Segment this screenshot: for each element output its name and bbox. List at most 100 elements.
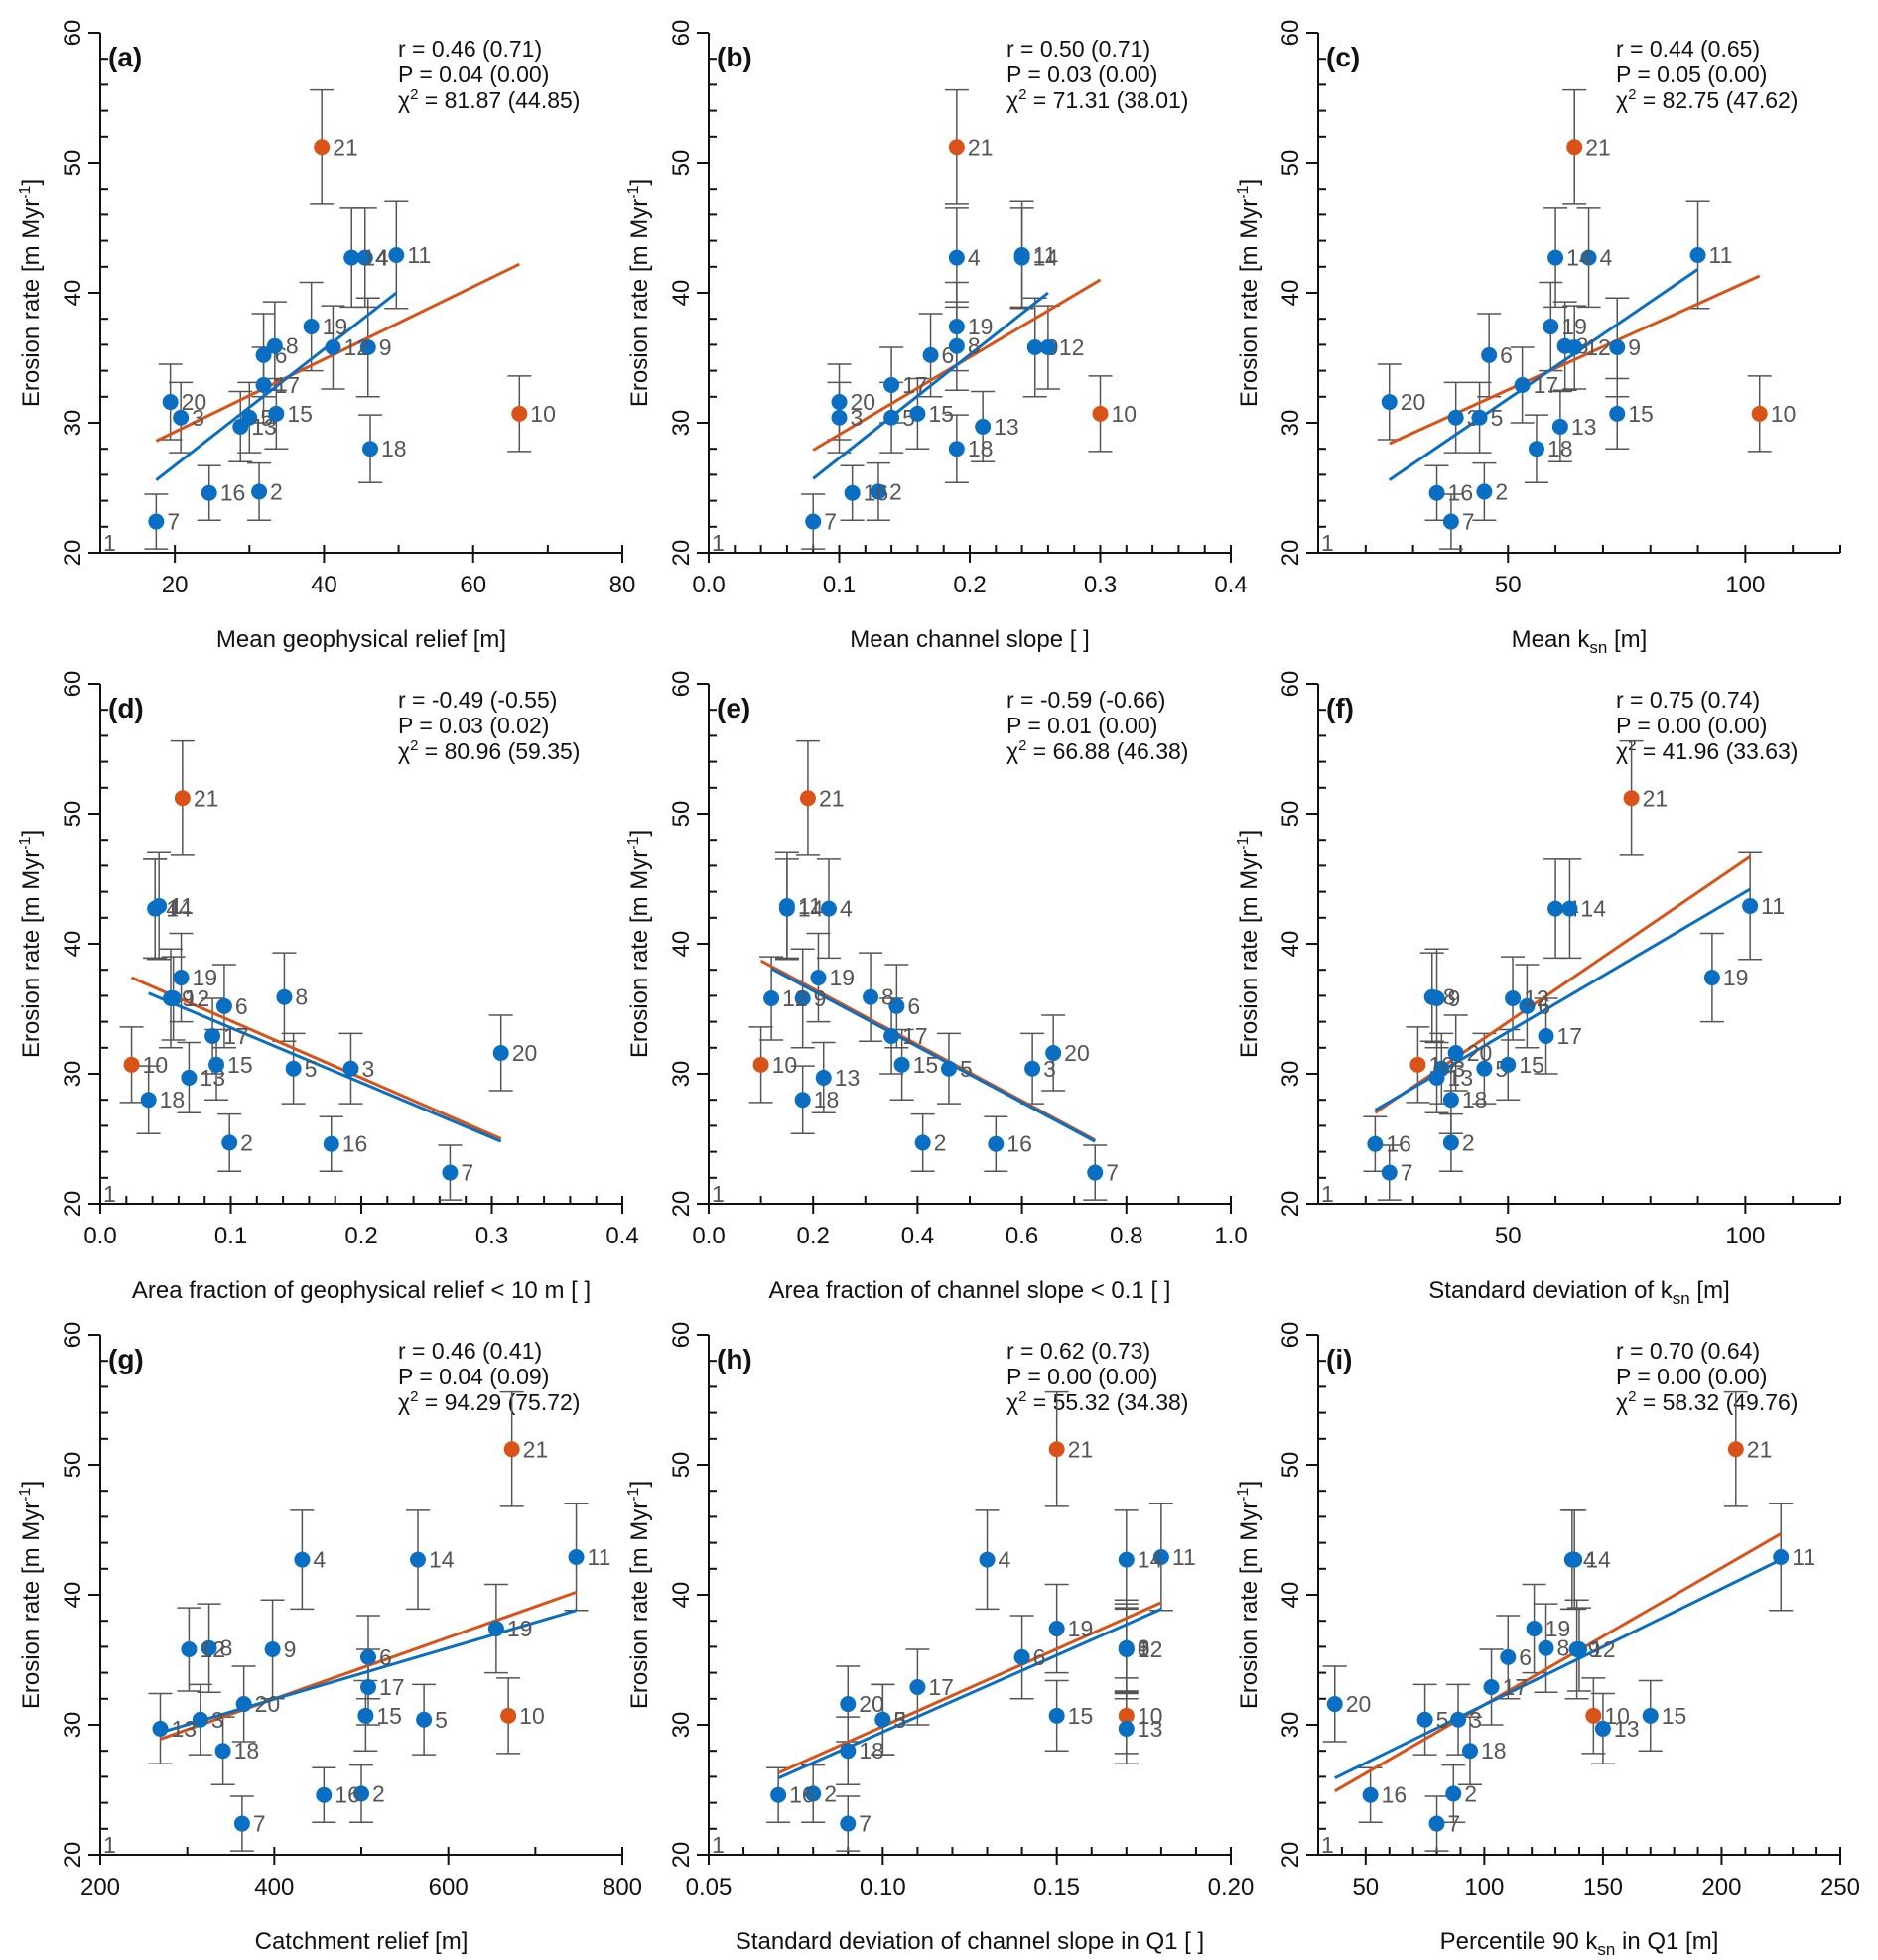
point-label: 12: [1585, 334, 1611, 360]
y-tick-label: 50: [668, 801, 695, 828]
outlier-point: [1585, 1707, 1602, 1724]
data-point: [360, 1648, 377, 1665]
x-axis-label: Mean ksn [m]: [1512, 626, 1648, 657]
x-tick-label: 100: [1725, 1223, 1765, 1249]
data-point: [1500, 1648, 1517, 1665]
point-label: 11: [407, 242, 431, 268]
data-point: [173, 970, 190, 986]
point-label: 11: [1761, 893, 1785, 919]
offchart-marker: 1: [1321, 1832, 1334, 1858]
point-label: 15: [376, 1703, 402, 1729]
chi-symbol: χ: [1006, 87, 1018, 113]
data-point: [794, 1092, 811, 1109]
data-point: [778, 900, 795, 917]
data-point: [1566, 339, 1583, 356]
point-label: 15: [287, 401, 313, 427]
point-label: 15: [1628, 401, 1654, 427]
y-tick-label: 40: [1277, 931, 1304, 958]
stat-r: r = 0.44 (0.65): [1616, 36, 1760, 62]
chi-superscript: 2: [1018, 86, 1026, 103]
point-label: 13: [1138, 1716, 1163, 1742]
data-point: [1547, 900, 1564, 917]
data-point: [255, 346, 272, 363]
data-point: [815, 1069, 832, 1086]
point-label: 20: [859, 1691, 884, 1717]
chi-symbol: χ: [398, 738, 410, 764]
data-point: [979, 1551, 996, 1568]
x-tick-label: 0.8: [1110, 1223, 1142, 1249]
data-point: [883, 409, 900, 426]
point-label: 20: [182, 389, 207, 415]
data-point: [893, 1056, 910, 1073]
data-point: [1561, 900, 1578, 917]
point-label: 21: [523, 1436, 549, 1462]
panel-label: (d): [108, 693, 144, 723]
point-label: 8: [1443, 984, 1456, 1010]
data-point: [1450, 1711, 1467, 1728]
panel-label: (h): [717, 1344, 752, 1374]
point-label: 17: [1503, 1674, 1529, 1700]
x-axis-label: Catchment relief [m]: [255, 1928, 469, 1955]
data-point: [342, 1060, 359, 1077]
y-axis-label-superscript: -1: [625, 185, 642, 198]
point-label: 4: [968, 245, 981, 271]
point-label: 19: [968, 314, 994, 339]
data-point: [1594, 1720, 1611, 1737]
chi-superscript: 2: [1628, 86, 1636, 103]
x-axis-label-subscript: sn: [1597, 1940, 1615, 1959]
y-axis-label: Erosion rate [m Myr-1]: [1235, 830, 1263, 1058]
data-point: [1326, 1696, 1343, 1713]
stat-r: r = -0.49 (-0.55): [398, 687, 557, 713]
point-label: 3: [361, 1056, 374, 1082]
stat-p: P = 0.04 (0.00): [398, 62, 549, 87]
data-point: [1481, 346, 1498, 363]
point-label: 20: [255, 1691, 281, 1717]
data-point: [362, 441, 379, 457]
y-axis-label-part: Erosion rate [m Myr: [18, 199, 45, 407]
point-label: 18: [381, 436, 407, 461]
y-tick-label: 20: [60, 1842, 86, 1869]
point-label: 19: [507, 1616, 533, 1641]
point-label: 16: [1448, 480, 1474, 506]
y-tick-label: 30: [1277, 1061, 1304, 1088]
panel-a: 20 30 40 50 60 20 40 60 80 Mean geophysical relie…: [17, 20, 635, 653]
point-label: 18: [234, 1738, 260, 1764]
panel-label: (a): [108, 42, 142, 72]
data-point: [201, 1639, 217, 1656]
y-tick-label: 50: [668, 150, 695, 177]
fit-line-excluding-outliers: [770, 967, 1096, 1143]
point-label: 8: [1557, 1635, 1570, 1661]
point-label: 21: [333, 134, 358, 160]
point-label: 6: [379, 1644, 392, 1670]
data-point: [264, 1641, 281, 1658]
y-axis-label-superscript: -1: [625, 1487, 642, 1501]
chi-symbol: χ: [398, 1389, 410, 1415]
data-point: [235, 1696, 252, 1713]
x-axis-label-main: Percentile 90 k: [1440, 1928, 1599, 1955]
x-axis-label: Area fraction of geophysical relief < 10…: [132, 1277, 591, 1304]
point-label: 17: [928, 1674, 954, 1700]
point-label: 4: [1583, 1547, 1596, 1573]
x-axis-label-main: Mean channel slope [ ]: [850, 626, 1090, 653]
panel-h: 20 30 40 50 60 0.05 0.10 0.15 0.20 Standard devia…: [625, 1322, 1254, 1955]
data-point: [948, 337, 965, 354]
y-axis-label-part: ]: [1236, 830, 1263, 837]
point-label: 20: [1401, 389, 1426, 415]
data-point: [251, 483, 268, 500]
data-point: [1519, 997, 1536, 1014]
y-axis-label-part: ]: [626, 179, 653, 186]
point-label: 11: [1709, 242, 1733, 268]
point-label: 8: [295, 984, 308, 1010]
stat-chi2: χ2 = 66.88 (46.38): [1006, 737, 1188, 764]
stat-r: r = 0.46 (0.41): [398, 1338, 542, 1364]
chi-value: = 94.29 (75.72): [418, 1389, 580, 1415]
data-point: [1476, 1060, 1493, 1077]
point-label: 9: [814, 985, 827, 1011]
point-label: 21: [194, 785, 219, 811]
point-label: 3: [851, 405, 864, 431]
point-label: 7: [167, 509, 180, 535]
data-point: [888, 997, 905, 1014]
x-tick-label: 0.1: [214, 1223, 247, 1249]
stat-p: P = 0.05 (0.00): [1616, 62, 1767, 87]
fit-line-all: [777, 1601, 1162, 1774]
